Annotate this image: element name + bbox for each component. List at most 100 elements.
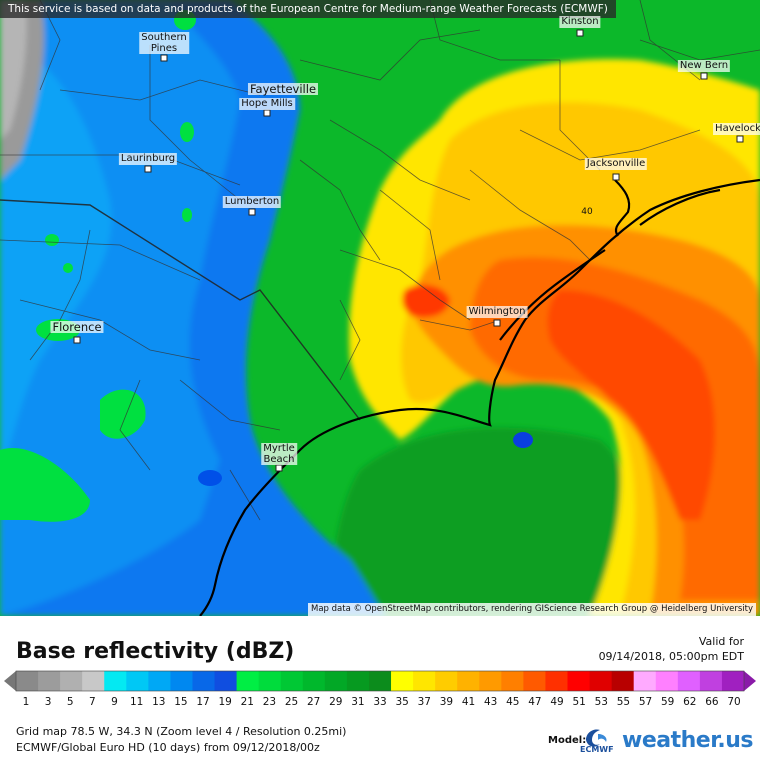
reflectivity-cell xyxy=(180,122,194,142)
grid-info-line1: Grid map 78.5 W, 34.3 N (Zoom level 4 / … xyxy=(16,725,347,738)
legend-title: Base reflectivity (dBZ) xyxy=(16,639,295,664)
colorbar-swatch xyxy=(258,671,282,691)
valid-datetime: 09/14/2018, 05:00pm EDT xyxy=(598,650,744,663)
colorbar-swatch xyxy=(435,671,458,691)
colorbar-swatch xyxy=(721,671,745,691)
colorbar-tick-label: 31 xyxy=(351,696,365,708)
colorbar-swatch xyxy=(567,671,591,691)
colorbar-swatch xyxy=(368,671,392,691)
colorbar-tick-label: 43 xyxy=(483,696,498,708)
colorbar-swatch xyxy=(214,671,238,691)
reflectivity-cell xyxy=(182,208,192,222)
city-label-kinston: Kinston xyxy=(559,16,601,28)
colorbar-swatch xyxy=(16,671,39,691)
colorbar-tick-label: 55 xyxy=(616,696,631,708)
colorbar-tick-label: 51 xyxy=(572,696,586,708)
reflectivity-cell xyxy=(198,470,222,486)
colorbar-swatch xyxy=(170,671,193,691)
reflectivity-cell xyxy=(513,432,533,448)
weather-us-logo[interactable]: weather.us xyxy=(622,728,754,753)
city-marker-havelock xyxy=(736,135,744,143)
valid-label: Valid for xyxy=(698,635,744,648)
colorbar-tick-label: 1 xyxy=(22,696,30,708)
city-label-new-bern: New Bern xyxy=(677,60,731,72)
colorbar-swatch xyxy=(148,671,171,691)
colorbar-tick-label: 41 xyxy=(461,696,476,708)
city-marker-hope-mills xyxy=(263,109,271,117)
highway-label: 40 xyxy=(581,207,593,217)
state-boundary xyxy=(0,199,361,421)
coastline xyxy=(199,178,760,616)
colorbar-tick-label: 57 xyxy=(638,696,653,708)
city-label-lumberton: Lumberton xyxy=(222,196,282,208)
colorbar-swatch xyxy=(280,671,304,691)
colorbar-tick-label: 11 xyxy=(129,696,144,708)
model-label: Model: xyxy=(548,735,587,746)
colorbar-swatch xyxy=(391,671,414,691)
reflectivity-cell xyxy=(45,234,59,246)
colorbar-tick-label: 25 xyxy=(284,696,299,708)
city-marker-lumberton xyxy=(248,208,256,216)
colorbar-tick-label: 37 xyxy=(417,696,431,708)
attribution-top: This service is based on data and produc… xyxy=(0,0,616,18)
colorbar-swatch xyxy=(126,671,149,691)
colorbar-swatch xyxy=(699,671,723,691)
colorbar-tick-label: 17 xyxy=(196,696,210,708)
colorbar-tick-label: 3 xyxy=(44,696,52,708)
county-boundaries xyxy=(0,0,760,521)
colorbar-swatch xyxy=(60,671,83,691)
colorbar-swatch xyxy=(346,671,370,691)
colorbar-tick-label: 49 xyxy=(550,696,564,708)
reflectivity-field xyxy=(0,0,760,616)
city-label-florence: Florence xyxy=(50,320,104,334)
colorbar-swatch xyxy=(236,671,260,691)
colorbar-tick-label: 45 xyxy=(506,696,520,708)
ecmwf-label: ECMWF xyxy=(580,745,614,754)
colorbar-tick-label: 5 xyxy=(66,696,74,708)
weather-map[interactable]: This service is based on data and produc… xyxy=(0,0,760,616)
city-marker-kinston xyxy=(576,29,584,37)
colorbar-tick-label: 7 xyxy=(89,696,96,708)
city-marker-florence xyxy=(73,336,81,344)
colorbar-swatch xyxy=(655,671,679,691)
colorbar-swatch xyxy=(589,671,613,691)
colorbar-swatch xyxy=(192,671,216,691)
reflectivity-cell xyxy=(100,389,146,439)
city-label-hope-mills: Hope Mills xyxy=(239,98,295,110)
colorbar-tick-label: 19 xyxy=(218,696,232,708)
colorbar-tick-label: 13 xyxy=(152,696,166,708)
colorbar-swatch xyxy=(38,671,61,691)
colorbar-swatch xyxy=(457,671,480,691)
city-label-southern-pines: Southern Pines xyxy=(139,32,189,54)
reflectivity-cell xyxy=(0,448,90,522)
ecmwf-logo-icon xyxy=(586,729,607,747)
colorbar-tick-label: 29 xyxy=(329,696,343,708)
colorbar-tick-label: 62 xyxy=(683,696,697,708)
colorbar-tick-label: 33 xyxy=(373,696,387,708)
city-marker-new-bern xyxy=(700,72,708,80)
colorbar xyxy=(4,670,756,692)
colorbar-tick-label: 59 xyxy=(660,696,675,708)
colorbar-swatch xyxy=(545,671,569,691)
city-marker-laurinburg xyxy=(144,165,152,173)
colorbar-arrow-left xyxy=(4,671,16,691)
city-label-wilmington: Wilmington xyxy=(466,306,528,318)
colorbar-tick-label: 47 xyxy=(528,696,542,708)
grid-info: Grid map 78.5 W, 34.3 N (Zoom level 4 / … xyxy=(16,724,346,756)
city-label-jacksonville: Jacksonville xyxy=(584,158,648,170)
city-label-fayetteville: Fayetteville xyxy=(247,82,319,96)
colorbar-swatch xyxy=(479,671,502,691)
colorbar-border xyxy=(15,670,745,692)
colorbar-tick-label: 15 xyxy=(174,696,188,708)
colorbar-swatch xyxy=(413,671,436,691)
colorbar-tick-label: 35 xyxy=(395,696,409,708)
colorbar-tick-label: 21 xyxy=(240,696,254,708)
colorbar-swatch xyxy=(633,671,657,691)
colorbar-swatch xyxy=(302,671,326,691)
city-marker-myrtle-beach xyxy=(275,464,283,472)
colorbar-swatch xyxy=(611,671,635,691)
city-marker-jacksonville xyxy=(612,173,620,181)
city-label-myrtle-beach: Myrtle Beach xyxy=(261,443,297,465)
colorbar-arrow-right xyxy=(744,671,756,691)
city-marker-southern-pines xyxy=(160,54,168,62)
